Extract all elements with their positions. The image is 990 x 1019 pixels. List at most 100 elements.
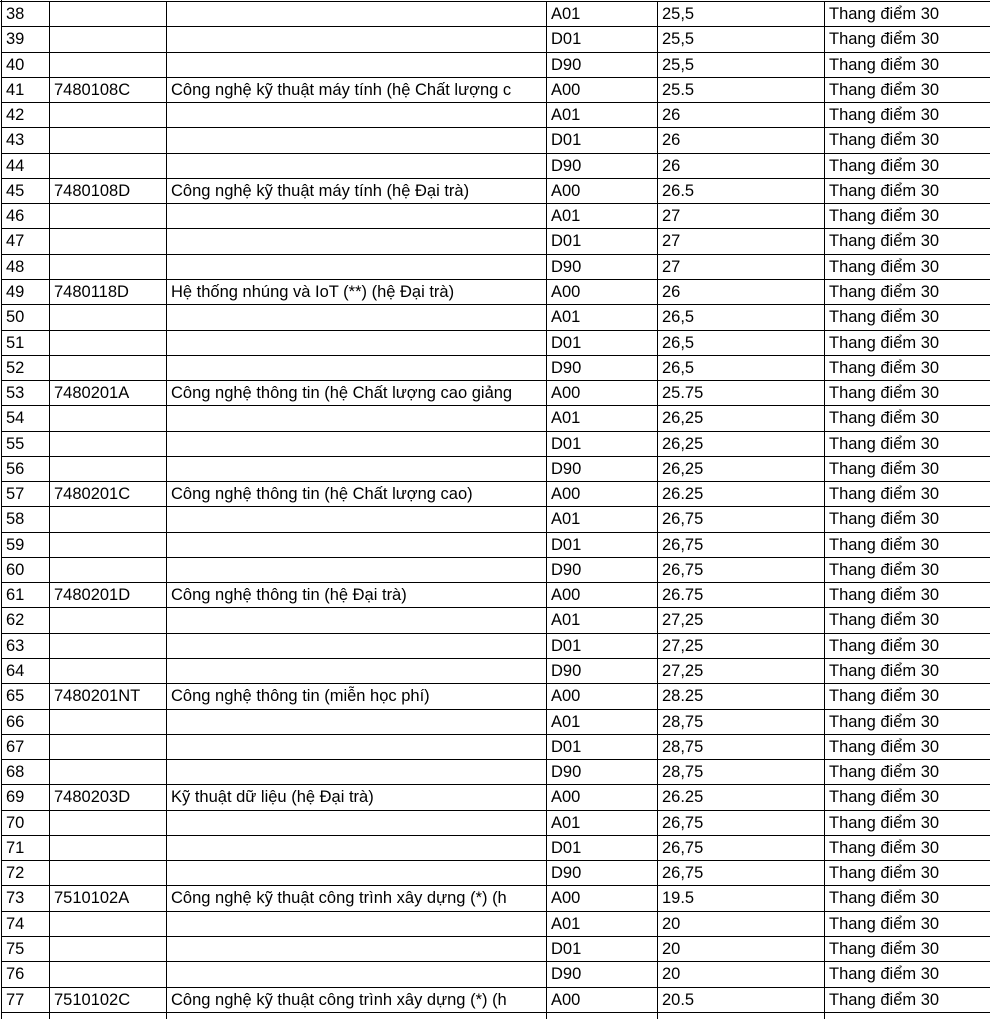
score: 26: [658, 128, 825, 154]
subject-group: D90: [547, 255, 658, 280]
row-number: 45: [2, 179, 50, 204]
row-number: 47: [2, 229, 50, 255]
subject-group: D01: [547, 331, 658, 356]
row-number: 40: [2, 53, 50, 78]
major-code: [50, 432, 167, 457]
subject-group: [547, 1013, 658, 1019]
major-name: [167, 912, 547, 937]
score-scale: Thang điểm 30: [825, 735, 990, 760]
subject-group: A00: [547, 381, 658, 406]
subject-group: D01: [547, 533, 658, 558]
major-name: [167, 255, 547, 280]
score: 26,25: [658, 406, 825, 432]
score: 28.25: [658, 684, 825, 710]
major-name: [167, 432, 547, 457]
score-scale: Thang điểm 30: [825, 710, 990, 735]
major-name: [167, 305, 547, 331]
major-code: [50, 533, 167, 558]
row-number: 67: [2, 735, 50, 760]
major-name: [167, 533, 547, 558]
score-scale: Thang điểm 30: [825, 811, 990, 836]
major-name: [167, 760, 547, 785]
score-scale: Thang điểm 30: [825, 53, 990, 78]
score-scale: Thang điểm 30: [825, 836, 990, 861]
subject-group: A01: [547, 406, 658, 432]
subject-group: A00: [547, 482, 658, 507]
major-name: [167, 811, 547, 836]
major-name: [167, 406, 547, 432]
row-number: 66: [2, 710, 50, 735]
score-scale: Thang điểm 30: [825, 103, 990, 128]
score: 25.5: [658, 78, 825, 103]
subject-group: A01: [547, 811, 658, 836]
score: 27,25: [658, 608, 825, 634]
score-scale: Thang điểm 30: [825, 886, 990, 912]
subject-group: D01: [547, 937, 658, 962]
score: 19.5: [658, 886, 825, 912]
major-code: [50, 735, 167, 760]
row-number: 56: [2, 457, 50, 482]
subject-group: A01: [547, 103, 658, 128]
row-number: 52: [2, 356, 50, 381]
score: 26: [658, 103, 825, 128]
subject-group: D90: [547, 962, 658, 988]
row-number: 39: [2, 27, 50, 53]
score-scale: Thang điểm 30: [825, 634, 990, 659]
row-number: 43: [2, 128, 50, 154]
major-code: [50, 204, 167, 229]
row-number: 75: [2, 937, 50, 962]
row-number: 69: [2, 785, 50, 811]
major-code: [50, 1013, 167, 1019]
major-name: [167, 2, 547, 27]
major-name: Hệ thống nhúng và IoT (**) (hệ Đại trà): [167, 280, 547, 305]
major-code: 7480118D: [50, 280, 167, 305]
score: 28,75: [658, 710, 825, 735]
major-code: 7480203D: [50, 785, 167, 811]
major-name: [167, 154, 547, 179]
major-code: [50, 659, 167, 684]
row-number: 58: [2, 507, 50, 533]
score-scale: Thang điểm 30: [825, 760, 990, 785]
major-code: 7480201D: [50, 583, 167, 608]
major-code: [50, 937, 167, 962]
grid-border: [1, 0, 2, 1019]
subject-group: D01: [547, 432, 658, 457]
major-name: [167, 558, 547, 583]
major-name: [167, 634, 547, 659]
major-name: Kỹ thuật dữ liệu (hệ Đại trà): [167, 785, 547, 811]
row-number: 41: [2, 78, 50, 103]
row-number: 59: [2, 533, 50, 558]
score: 26,25: [658, 432, 825, 457]
major-code: [50, 406, 167, 432]
major-code: 7480108D: [50, 179, 167, 204]
major-name: [167, 27, 547, 53]
score-scale: Thang điểm 30: [825, 861, 990, 886]
subject-group: A01: [547, 2, 658, 27]
score-scale: Thang điểm 30: [825, 558, 990, 583]
score: 27: [658, 255, 825, 280]
subject-group: A00: [547, 78, 658, 103]
score: 26: [658, 280, 825, 305]
score: 26,5: [658, 331, 825, 356]
subject-group: A01: [547, 912, 658, 937]
row-number: 65: [2, 684, 50, 710]
subject-group: A00: [547, 785, 658, 811]
score: 26: [658, 154, 825, 179]
row-number: 76: [2, 962, 50, 988]
major-code: [50, 710, 167, 735]
subject-group: A00: [547, 583, 658, 608]
major-code: [50, 229, 167, 255]
score-scale: Thang điểm 30: [825, 204, 990, 229]
score: 26,75: [658, 533, 825, 558]
major-name: [167, 962, 547, 988]
subject-group: D90: [547, 457, 658, 482]
major-name: Công nghệ kỹ thuật công trình xây dựng (…: [167, 886, 547, 912]
score: 27: [658, 204, 825, 229]
score-scale: Thang điểm 30: [825, 255, 990, 280]
score: 26.25: [658, 785, 825, 811]
score: 26,75: [658, 836, 825, 861]
major-name: Công nghệ kỹ thuật máy tính (hệ Chất lượ…: [167, 78, 547, 103]
row-number: 61: [2, 583, 50, 608]
major-code: [50, 760, 167, 785]
major-name: [167, 1013, 547, 1019]
